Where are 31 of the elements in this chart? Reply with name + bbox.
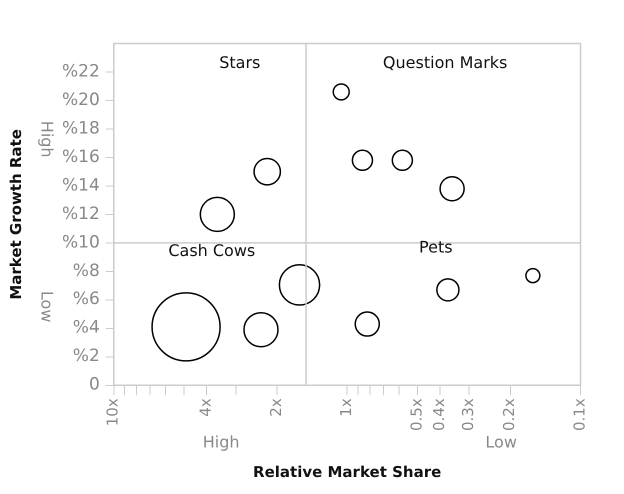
- x-tick-label: 0.1x: [570, 398, 588, 431]
- x-axis-title: Relative Market Share: [253, 462, 442, 481]
- x-tick-label: 1x: [337, 398, 356, 417]
- text: Low: [38, 290, 57, 322]
- x-tick-label: 0.2x: [500, 398, 518, 431]
- y-tick-label: 0: [88, 374, 100, 395]
- annotation: Stars: [219, 53, 260, 72]
- text: Low: [485, 432, 517, 452]
- y-tick-label: %12: [62, 204, 100, 224]
- x-tick-label: 0.4x: [430, 398, 448, 431]
- y-tick-label: %14: [62, 175, 100, 196]
- y-tick-label: %18: [62, 118, 100, 138]
- text: High: [38, 120, 57, 158]
- x-tick-label: 10x: [104, 398, 122, 426]
- x-tick-label: 0.3x: [459, 398, 478, 431]
- y-tick-label: %10: [62, 232, 100, 252]
- y-tick-label: %20: [62, 90, 100, 110]
- y-tick-label: %22: [62, 61, 100, 82]
- y-tick-label: %2: [72, 346, 100, 366]
- x-tick-label: 4x: [196, 398, 215, 417]
- text: High: [202, 432, 240, 452]
- y-tick-label: %4: [72, 318, 100, 338]
- x-tick-label: 2x: [266, 398, 285, 417]
- y-tick-label: %8: [72, 260, 100, 281]
- annotation: Cash Cows: [168, 241, 256, 260]
- annotation: Question Marks: [382, 53, 508, 72]
- y-tick-label: %16: [62, 146, 100, 167]
- annotation: Pets: [419, 238, 453, 257]
- y-tick-label: %6: [72, 289, 100, 310]
- y-axis-title: Market Growth Rate: [6, 129, 25, 300]
- x-tick-label: 0.5x: [407, 398, 426, 431]
